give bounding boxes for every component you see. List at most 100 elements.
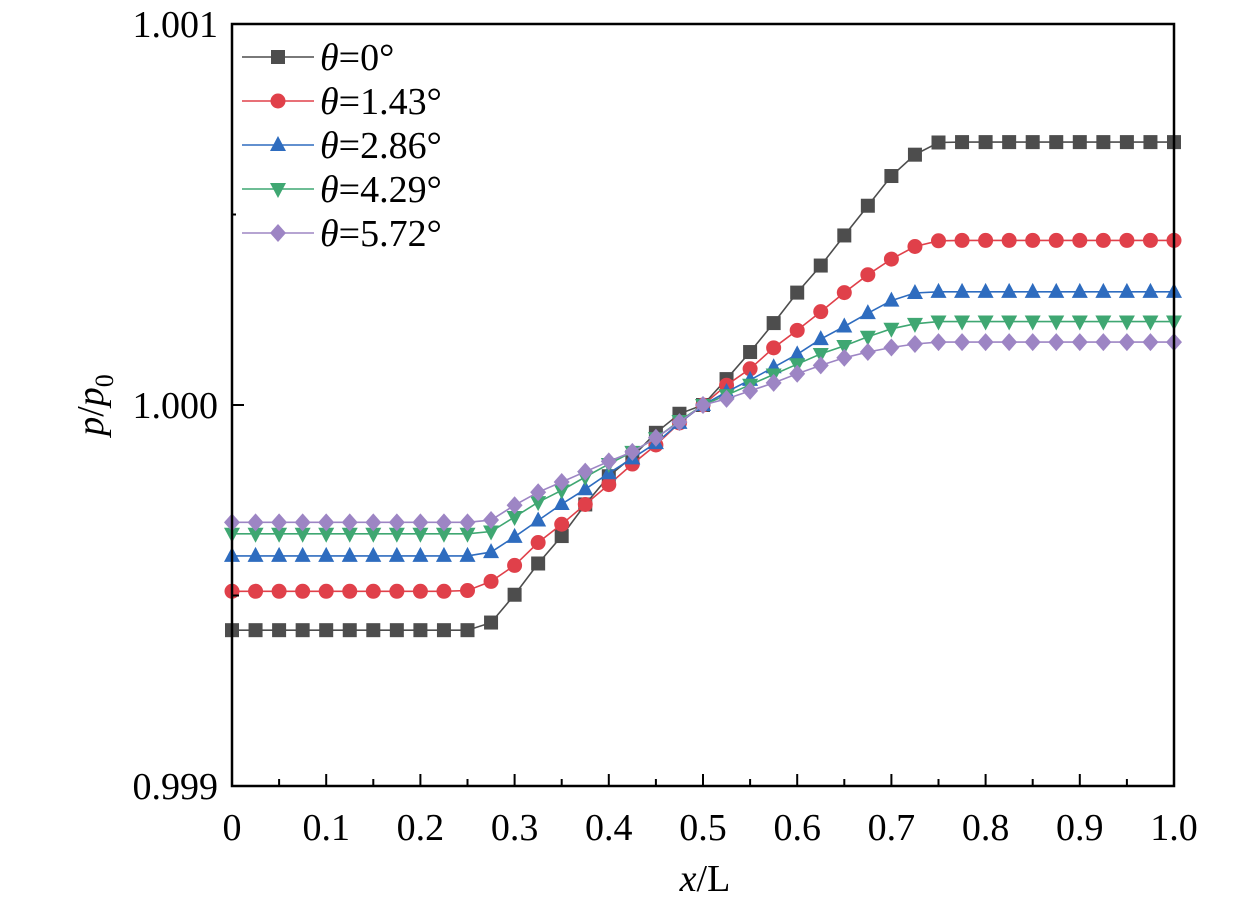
data-point: [554, 529, 569, 544]
data-point: [906, 283, 923, 299]
data-point: [388, 513, 405, 532]
data-point: [506, 511, 523, 527]
data-point: [459, 546, 476, 562]
tick-labels: 0 0.1 0.2 0.3 0.4 0.5 0.6 0.7 0.8 0.9 1.0 0.999 1.00…: [133, 4, 1198, 849]
data-point: [1072, 135, 1087, 150]
data-point: [459, 527, 476, 543]
data-point: [977, 282, 994, 298]
data-point: [530, 511, 547, 527]
data-point: [248, 583, 264, 599]
data-point: [294, 546, 311, 562]
data-point: [294, 527, 311, 543]
data-point: [907, 147, 922, 162]
data-point: [812, 330, 829, 346]
data-point: [836, 348, 853, 367]
y-tick-label: 0.999: [133, 766, 219, 808]
data-point: [1071, 282, 1088, 298]
data-point: [412, 513, 429, 532]
y-tick-label: 1.000: [133, 385, 219, 427]
data-point: [931, 135, 946, 150]
legend-entry: θ=4.29°: [242, 169, 442, 211]
data-point: [435, 546, 452, 562]
plot-area: [224, 135, 1182, 638]
data-point: [271, 546, 288, 562]
data-point: [813, 258, 828, 273]
data-point: [295, 623, 310, 638]
data-point: [295, 583, 311, 599]
data-point: [812, 347, 829, 363]
data-point: [247, 527, 264, 543]
data-point: [954, 232, 970, 248]
data-point: [436, 623, 451, 638]
data-point: [1142, 315, 1159, 331]
data-point: [766, 340, 782, 356]
data-point: [388, 546, 405, 562]
legend-marker: [271, 50, 285, 64]
data-point: [789, 322, 805, 338]
series-4: [224, 315, 1182, 543]
legend-entry: θ=1.43°: [242, 81, 442, 123]
data-point: [837, 228, 852, 243]
series-line: [232, 320, 1174, 535]
data-point: [248, 623, 263, 638]
data-point: [435, 527, 452, 543]
data-point: [1118, 333, 1135, 352]
x-tick-label: 0.7: [868, 807, 916, 849]
data-point: [1142, 282, 1159, 298]
data-point: [507, 557, 523, 573]
data-point: [460, 623, 475, 638]
data-point: [1142, 232, 1158, 248]
data-point: [553, 484, 570, 500]
data-point: [955, 135, 970, 150]
data-point: [1048, 282, 1065, 298]
data-point: [954, 282, 971, 298]
data-point: [272, 623, 287, 638]
x-tick-label: 0.8: [962, 807, 1010, 849]
legend-marker: [270, 224, 286, 242]
data-point: [247, 546, 264, 562]
data-point: [553, 472, 570, 491]
data-point: [483, 573, 499, 589]
data-point: [765, 373, 782, 392]
data-point: [341, 513, 358, 532]
data-point: [742, 361, 758, 377]
data-point: [671, 413, 688, 432]
data-point: [883, 322, 900, 338]
data-point: [1002, 135, 1017, 150]
y-axis-title: p/p0: [70, 374, 119, 439]
data-point: [1001, 333, 1018, 352]
data-point: [978, 135, 993, 150]
x-axis-title: x/L: [679, 858, 731, 900]
data-point: [319, 623, 334, 638]
data-point: [836, 339, 853, 355]
data-point: [1095, 333, 1112, 352]
data-point: [647, 428, 664, 447]
data-point: [883, 291, 900, 307]
data-point: [600, 452, 617, 471]
data-point: [1001, 282, 1018, 298]
data-point: [695, 396, 711, 414]
data-point: [1143, 135, 1158, 150]
data-point: [365, 583, 381, 599]
data-point: [365, 513, 382, 532]
data-point: [601, 477, 617, 493]
data-point: [365, 546, 382, 562]
data-point: [930, 282, 947, 298]
legend-label: θ=5.72°: [320, 213, 442, 255]
data-point: [554, 516, 570, 532]
data-point: [1024, 315, 1041, 331]
data-point: [1025, 135, 1040, 150]
x-tick-label: 0.1: [302, 807, 350, 849]
data-point: [577, 480, 594, 496]
data-point: [1096, 135, 1111, 150]
data-point: [718, 389, 735, 408]
data-point: [906, 317, 923, 333]
data-point: [1025, 232, 1041, 248]
data-point: [1001, 315, 1018, 331]
data-point: [883, 338, 900, 357]
data-point: [1024, 282, 1041, 298]
data-point: [247, 513, 264, 532]
data-point: [366, 623, 381, 638]
legend-label: θ=2.86°: [320, 125, 442, 167]
data-point: [977, 315, 994, 331]
